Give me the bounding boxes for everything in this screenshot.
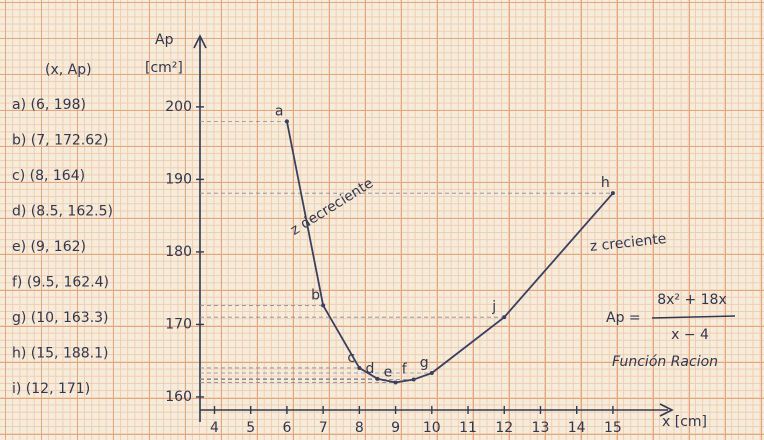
annotation: z decreciente [288, 175, 376, 239]
point [411, 377, 416, 382]
x-tick-label: 7 [319, 420, 328, 436]
point-list-item: f) (9.5, 162.4) [12, 275, 109, 291]
formula: x − 4 [671, 327, 709, 343]
point-list-item: h) (15, 188.1) [12, 346, 109, 362]
point-label: f [402, 362, 408, 378]
point-label: c [347, 350, 355, 366]
point-list-item: g) (10, 163.3) [12, 310, 109, 326]
x-tick-label: 13 [532, 420, 550, 436]
y-tick-label: 160 [165, 389, 192, 405]
point [375, 376, 380, 381]
y-tick-label: 200 [165, 99, 192, 115]
x-tick-label: 15 [604, 420, 622, 436]
point-label: a [275, 103, 284, 119]
y-axis-unit: [cm²] [145, 60, 183, 76]
point [357, 365, 362, 370]
formula: 8x² + 18x [657, 292, 727, 308]
point [429, 371, 434, 376]
fraction-bar [651, 315, 736, 319]
point-label: g [420, 355, 429, 371]
y-tick-label: 170 [165, 316, 192, 332]
point-label: b [311, 287, 320, 303]
point-label: h [601, 175, 610, 191]
axis-arrow [659, 403, 674, 417]
point [610, 191, 615, 196]
point [502, 315, 507, 320]
x-tick-label: 5 [246, 420, 255, 436]
y-tick-label: 180 [165, 244, 192, 260]
x-tick-label: 4 [210, 420, 219, 436]
point [321, 303, 326, 308]
x-tick-label: 8 [355, 420, 364, 436]
point [393, 380, 398, 385]
point-list-item: i) (12, 171) [12, 381, 90, 397]
point-list-item: c) (8, 164) [12, 168, 85, 184]
y-axis-label: Ap [155, 32, 174, 48]
x-tick-label: 11 [459, 420, 477, 436]
annotation: Función Racion [612, 354, 718, 370]
point-list-item: b) (7, 172.62) [12, 133, 109, 149]
point-list-item: a) (6, 198) [12, 97, 86, 113]
annotation: z creciente [589, 231, 667, 255]
x-tick-label: 12 [495, 420, 513, 436]
point-label: e [384, 364, 393, 380]
point-list-item: e) (9, 162) [12, 239, 86, 255]
list-header: (x, Ap) [45, 62, 92, 78]
point-list-item: d) (8.5, 162.5) [12, 204, 113, 220]
point-label: d [365, 361, 374, 377]
y-tick-label: 190 [165, 171, 192, 187]
x-tick-label: 9 [391, 420, 400, 436]
x-tick-label: 14 [568, 420, 586, 436]
point [284, 119, 289, 124]
curve [286, 121, 614, 384]
formula: Ap = [606, 310, 641, 326]
x-tick-label: 6 [282, 420, 291, 436]
point-label: j [491, 299, 496, 315]
x-axis-label: x [cm] [662, 414, 707, 430]
axis-arrow [193, 34, 207, 49]
x-tick-label: 10 [423, 420, 441, 436]
